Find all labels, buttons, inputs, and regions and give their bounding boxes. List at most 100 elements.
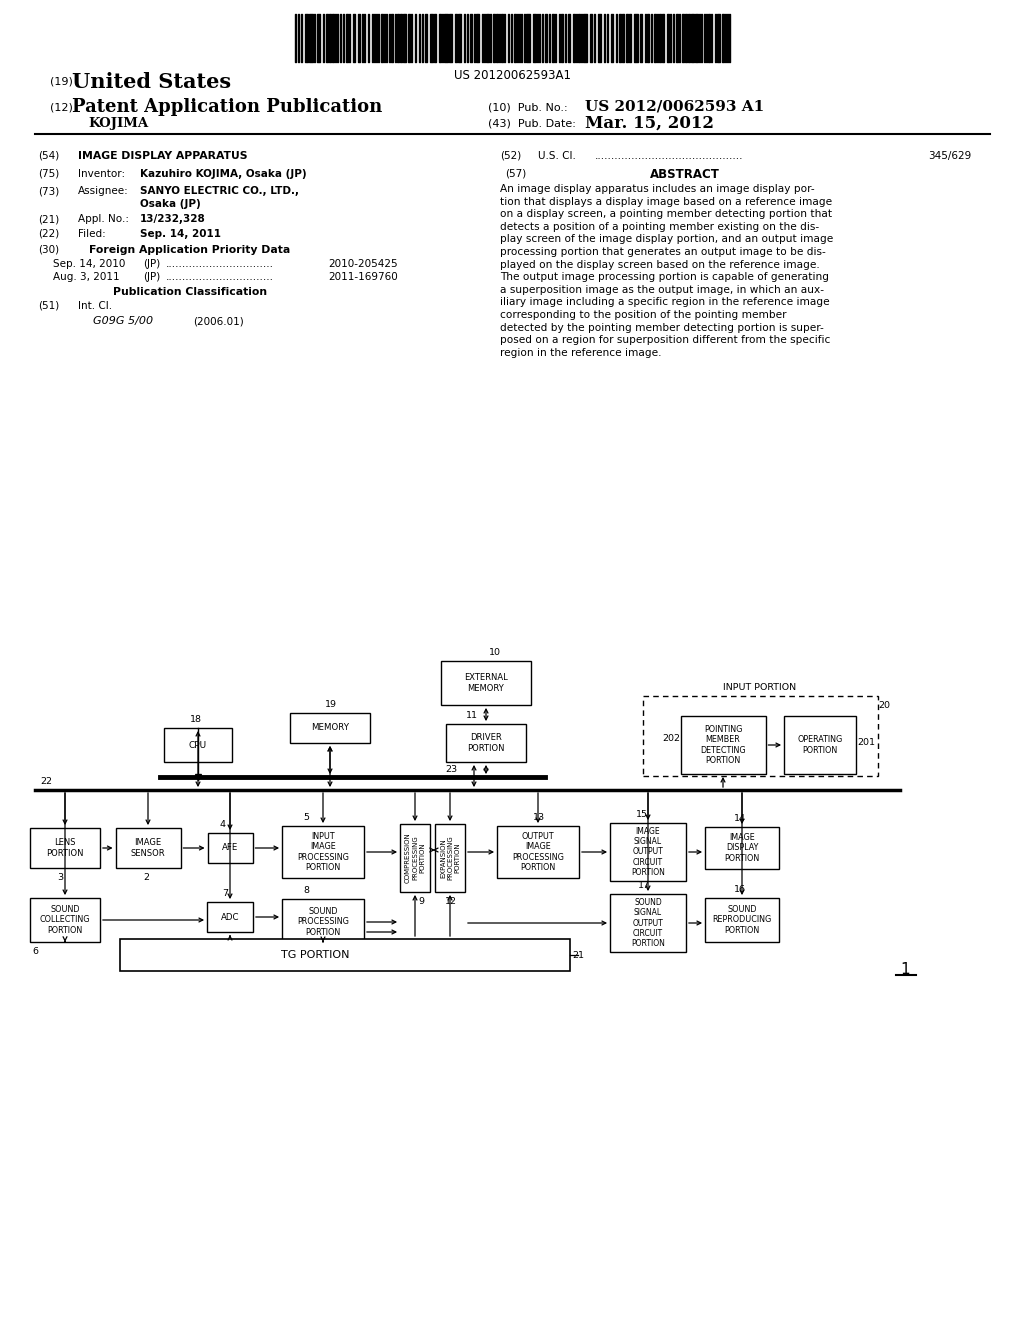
Text: 17: 17 <box>638 880 650 890</box>
Text: 13/232,328: 13/232,328 <box>140 214 206 224</box>
Text: 14: 14 <box>734 814 746 822</box>
Text: Kazuhiro KOJIMA, Osaka (JP): Kazuhiro KOJIMA, Osaka (JP) <box>140 169 306 180</box>
Text: processing portion that generates an output image to be dis-: processing portion that generates an out… <box>500 247 825 257</box>
Bar <box>705 828 779 869</box>
Bar <box>207 902 253 932</box>
Text: 2010-205425: 2010-205425 <box>328 259 397 269</box>
Text: 1: 1 <box>900 962 909 978</box>
Text: detected by the pointing member detecting portion is super-: detected by the pointing member detectin… <box>500 322 823 333</box>
Text: (54): (54) <box>38 150 59 161</box>
Text: Filed:: Filed: <box>78 228 105 239</box>
Text: G09G 5/00: G09G 5/00 <box>93 315 154 326</box>
Text: Osaka (JP): Osaka (JP) <box>140 199 201 209</box>
Text: (75): (75) <box>38 169 59 180</box>
Bar <box>282 899 364 945</box>
Text: (2006.01): (2006.01) <box>193 315 244 326</box>
Text: play screen of the image display portion, and an output image: play screen of the image display portion… <box>500 235 834 244</box>
Text: 7: 7 <box>222 888 228 898</box>
Text: 9: 9 <box>418 898 424 906</box>
Text: SOUND
REPRODUCING
PORTION: SOUND REPRODUCING PORTION <box>713 906 772 935</box>
Text: INPUT PORTION: INPUT PORTION <box>723 684 797 693</box>
Text: 12: 12 <box>445 898 457 906</box>
Text: (19): (19) <box>50 77 73 87</box>
Text: AFE: AFE <box>222 843 239 853</box>
Text: ............................................: ........................................… <box>595 150 743 161</box>
Text: on a display screen, a pointing member detecting portion that: on a display screen, a pointing member d… <box>500 209 833 219</box>
Text: (51): (51) <box>38 301 59 312</box>
Text: (57): (57) <box>505 169 526 180</box>
Text: (12): (12) <box>50 102 73 112</box>
Bar <box>282 826 364 878</box>
Bar <box>400 824 430 892</box>
Text: IMAGE
DISPLAY
PORTION: IMAGE DISPLAY PORTION <box>724 833 760 863</box>
Text: Publication Classification: Publication Classification <box>113 286 267 297</box>
Text: Inventor:: Inventor: <box>78 169 125 180</box>
Text: The output image processing portion is capable of generating: The output image processing portion is c… <box>500 272 829 282</box>
Text: 6: 6 <box>32 946 38 956</box>
Text: IMAGE
SIGNAL
OUTPUT
CIRCUIT
PORTION: IMAGE SIGNAL OUTPUT CIRCUIT PORTION <box>631 826 665 878</box>
Text: OUTPUT
IMAGE
PROCESSING
PORTION: OUTPUT IMAGE PROCESSING PORTION <box>512 832 564 873</box>
Text: US 2012/0062593 A1: US 2012/0062593 A1 <box>585 100 764 114</box>
Text: United States: United States <box>72 73 231 92</box>
Text: LENS
PORTION: LENS PORTION <box>46 838 84 858</box>
Text: POINTING
MEMBER
DETECTING
PORTION: POINTING MEMBER DETECTING PORTION <box>700 725 745 766</box>
Text: corresponding to the position of the pointing member: corresponding to the position of the poi… <box>500 310 786 319</box>
Text: played on the display screen based on the reference image.: played on the display screen based on th… <box>500 260 820 269</box>
Text: DRIVER
PORTION: DRIVER PORTION <box>467 734 505 752</box>
Text: 5: 5 <box>303 813 309 822</box>
Text: tion that displays a display image based on a reference image: tion that displays a display image based… <box>500 197 833 207</box>
Bar <box>642 696 878 776</box>
Text: KOJIMA: KOJIMA <box>88 116 148 129</box>
Text: Assignee:: Assignee: <box>78 186 129 195</box>
Bar <box>290 713 370 743</box>
Text: Appl. No.:: Appl. No.: <box>78 214 129 224</box>
Text: (30): (30) <box>38 246 59 255</box>
Text: 4: 4 <box>220 820 226 829</box>
Text: 201: 201 <box>857 738 874 747</box>
Text: (52): (52) <box>500 150 521 161</box>
Text: Sep. 14, 2010: Sep. 14, 2010 <box>53 259 125 269</box>
Text: (43)  Pub. Date:: (43) Pub. Date: <box>488 117 575 128</box>
Text: 19: 19 <box>325 700 337 709</box>
Text: SANYO ELECTRIC CO., LTD.,: SANYO ELECTRIC CO., LTD., <box>140 186 299 195</box>
Bar <box>784 715 856 774</box>
Bar <box>681 715 766 774</box>
Text: US 20120062593A1: US 20120062593A1 <box>454 69 570 82</box>
Bar <box>705 898 779 942</box>
Bar <box>30 898 100 942</box>
Text: a superposition image as the output image, in which an aux-: a superposition image as the output imag… <box>500 285 824 294</box>
Text: ADC: ADC <box>221 912 240 921</box>
Text: Foreign Application Priority Data: Foreign Application Priority Data <box>89 246 291 255</box>
Text: region in the reference image.: region in the reference image. <box>500 347 662 358</box>
Text: detects a position of a pointing member existing on the dis-: detects a position of a pointing member … <box>500 222 819 232</box>
Bar <box>30 828 100 869</box>
Text: 3: 3 <box>57 873 63 882</box>
Text: 23: 23 <box>445 766 457 775</box>
Text: CPU: CPU <box>189 741 207 750</box>
Text: Patent Application Publication: Patent Application Publication <box>72 98 382 116</box>
Text: Int. Cl.: Int. Cl. <box>78 301 112 312</box>
Text: COMPRESSION
PROCESSING
PORTION: COMPRESSION PROCESSING PORTION <box>406 833 425 883</box>
Text: SOUND
COLLECTING
PORTION: SOUND COLLECTING PORTION <box>40 906 90 935</box>
Bar <box>441 661 531 705</box>
Text: TG PORTION: TG PORTION <box>281 950 349 960</box>
Text: EXTERNAL
MEMORY: EXTERNAL MEMORY <box>464 673 508 693</box>
Text: ................................: ................................ <box>166 259 274 269</box>
Text: (73): (73) <box>38 186 59 195</box>
Text: ABSTRACT: ABSTRACT <box>650 168 720 181</box>
Text: INPUT
IMAGE
PROCESSING
PORTION: INPUT IMAGE PROCESSING PORTION <box>297 832 349 873</box>
Text: Aug. 3, 2011: Aug. 3, 2011 <box>53 272 120 282</box>
Bar <box>116 828 180 869</box>
Bar <box>610 894 686 952</box>
Text: 202: 202 <box>663 734 681 743</box>
Text: 21: 21 <box>572 950 584 960</box>
Text: EXPANSION
PROCESSING
PORTION: EXPANSION PROCESSING PORTION <box>440 836 460 880</box>
Text: An image display apparatus includes an image display por-: An image display apparatus includes an i… <box>500 183 815 194</box>
Bar <box>497 826 579 878</box>
Text: Mar. 15, 2012: Mar. 15, 2012 <box>585 115 714 132</box>
Text: 18: 18 <box>190 715 202 723</box>
Text: ................................: ................................ <box>166 272 274 282</box>
Text: (22): (22) <box>38 228 59 239</box>
Text: (10)  Pub. No.:: (10) Pub. No.: <box>488 102 567 112</box>
Text: (21): (21) <box>38 214 59 224</box>
